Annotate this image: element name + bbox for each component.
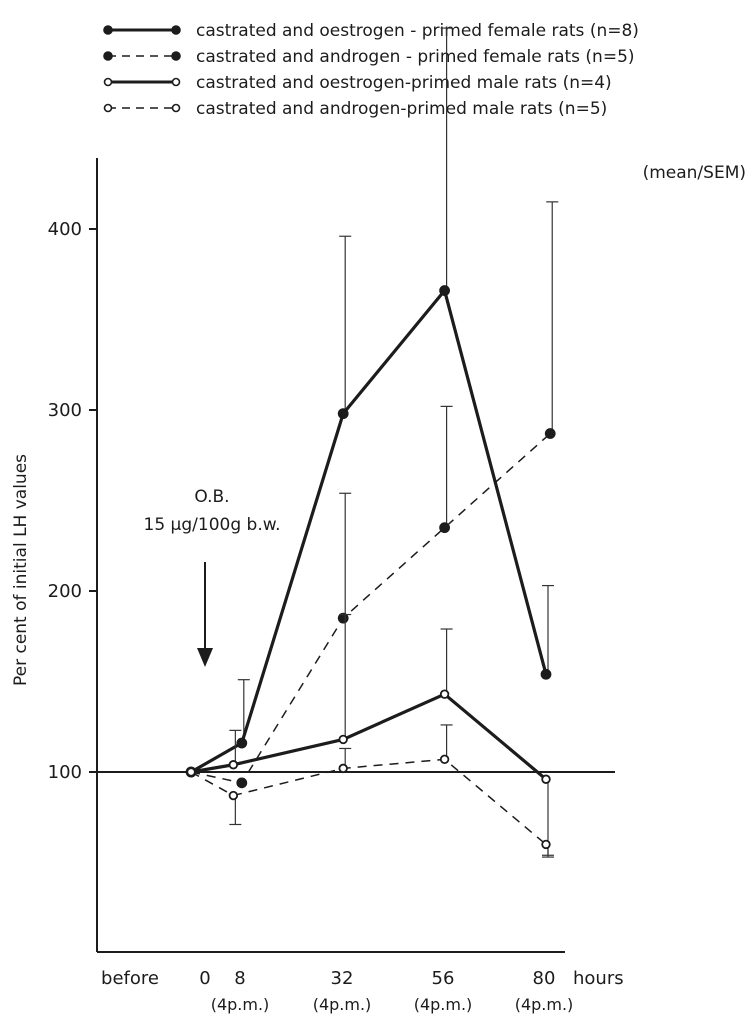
x-tick-label: 0 bbox=[199, 968, 210, 989]
legend-label: castrated and androgen - primed female r… bbox=[196, 47, 635, 67]
x-tick-label: 8 bbox=[234, 968, 245, 989]
x-axis-label: hours bbox=[573, 968, 624, 989]
legend-label: castrated and oestrogen-primed male rats… bbox=[196, 73, 612, 93]
statistic-note: (mean/SEM) bbox=[643, 163, 746, 183]
data-point bbox=[337, 408, 349, 420]
legend-marker bbox=[171, 77, 181, 87]
annotation-line1: O.B. bbox=[194, 487, 229, 507]
data-point bbox=[541, 774, 551, 784]
data-point bbox=[439, 754, 450, 765]
annotation-line2: 15 µg/100g b.w. bbox=[144, 515, 281, 535]
legend-marker bbox=[171, 51, 181, 61]
dose-annotation: O.B. 15 µg/100g b.w. bbox=[144, 487, 281, 667]
legend-marker bbox=[103, 103, 113, 113]
x-tick-label: 80 bbox=[533, 968, 556, 989]
x-ticks: before 0 8 (4p.m.) 32 (4p.m.) 56 (4p.m.) 80 (4p.m… bbox=[101, 968, 573, 1014]
legend-marker bbox=[103, 25, 113, 35]
legend-label: castrated and androgen-primed male rats … bbox=[196, 99, 607, 119]
data-point bbox=[540, 668, 552, 680]
series-3 bbox=[186, 613, 554, 858]
x-tick-sublabel: (4p.m.) bbox=[414, 995, 473, 1014]
injection-arrow-head bbox=[197, 648, 213, 667]
x-tick-label: 56 bbox=[432, 968, 455, 989]
y-tick-label: 200 bbox=[48, 581, 82, 602]
legend-marker bbox=[171, 25, 181, 35]
data-point bbox=[338, 734, 348, 745]
y-tick-label: 300 bbox=[48, 400, 82, 421]
y-axis-label: Per cent of initial LH values bbox=[11, 454, 31, 686]
y-tick-label: 100 bbox=[48, 762, 82, 783]
data-point bbox=[439, 522, 451, 534]
data-point bbox=[541, 839, 551, 850]
legend-marker bbox=[171, 103, 181, 113]
legend-marker bbox=[103, 51, 113, 61]
x-tick-label: 32 bbox=[331, 968, 354, 989]
x-tick-sublabel: (4p.m.) bbox=[515, 995, 574, 1014]
y-ticks: 100 200 300 400 bbox=[48, 219, 97, 783]
series-1 bbox=[185, 27, 554, 778]
x-tick-sublabel: (4p.m.) bbox=[211, 995, 270, 1014]
legend-marker bbox=[103, 77, 113, 87]
data-point bbox=[228, 760, 239, 770]
data-point bbox=[228, 790, 239, 801]
series-2 bbox=[185, 201, 559, 789]
axes bbox=[96, 158, 615, 953]
series-layer bbox=[185, 27, 559, 858]
data-point bbox=[186, 767, 196, 777]
data-point bbox=[439, 689, 450, 699]
series-4 bbox=[186, 724, 554, 856]
y-tick-label: 400 bbox=[48, 219, 82, 240]
legend: castrated and oestrogen - primed female … bbox=[103, 21, 639, 119]
data-point bbox=[338, 763, 348, 774]
data-point bbox=[236, 737, 248, 749]
data-point bbox=[544, 428, 556, 439]
x-tick-label: before bbox=[101, 968, 159, 989]
data-point bbox=[236, 777, 248, 789]
data-point bbox=[439, 285, 451, 296]
x-tick-sublabel: (4p.m.) bbox=[313, 995, 372, 1014]
legend-label: castrated and oestrogen - primed female … bbox=[196, 21, 639, 41]
